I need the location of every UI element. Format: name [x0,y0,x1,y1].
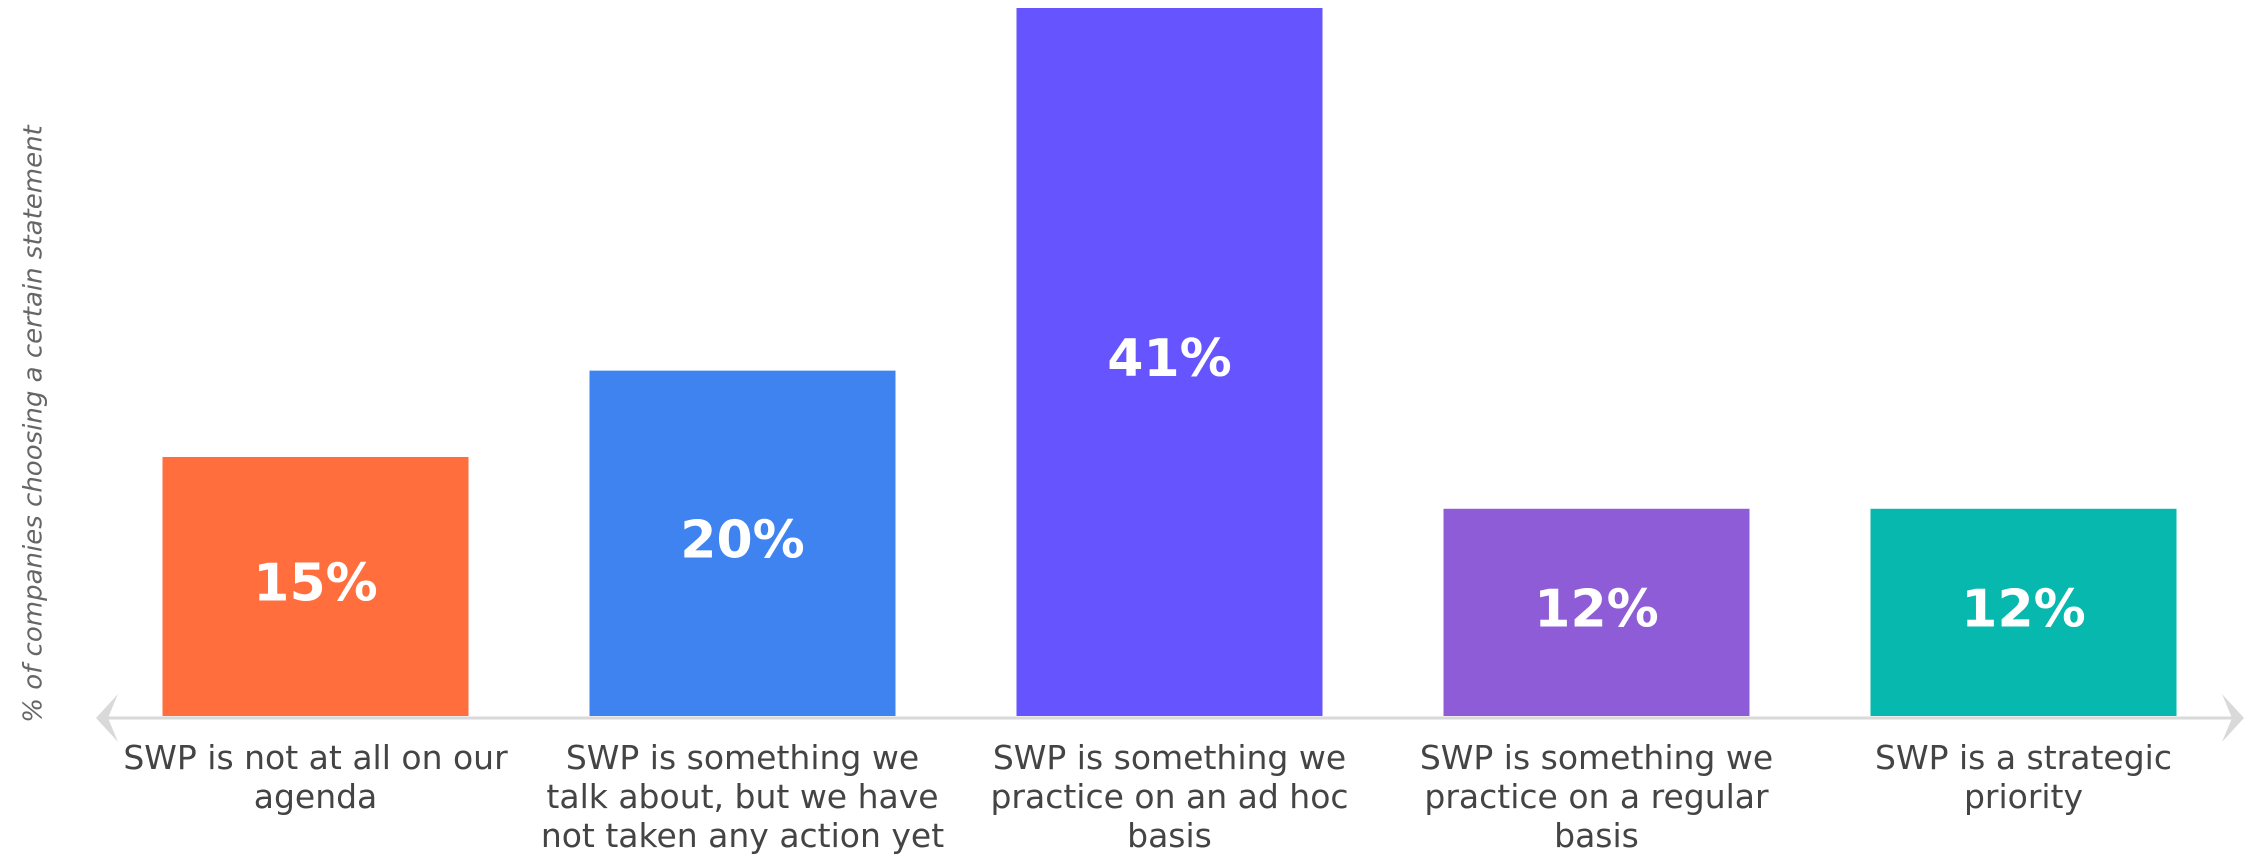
x-tick-label: SWP is something we practice on a regula… [1419,738,1774,855]
y-axis-label: % of companies choosing a certain statem… [19,124,49,722]
x-tick-label: SWP is a strategic priority [1875,738,2172,816]
value-label: 41% [1107,329,1231,389]
value-label: 15% [253,553,377,613]
bar [1870,508,2177,716]
bar [1443,508,1750,716]
x-tick-label: SWP is something we talk about, but we h… [540,738,945,855]
x-tick-label: SWP is not at all on our agenda [123,738,508,816]
axis-arrow-left [96,694,118,742]
bar [1016,8,1323,716]
x-tick-label: SWP is something we practice on an ad ho… [990,738,1349,855]
bar [162,456,469,716]
value-label: 20% [680,510,804,570]
value-label: 12% [1961,579,2085,639]
value-label: 12% [1534,579,1658,639]
axis-arrow-right [2222,694,2244,742]
bar [589,370,896,716]
